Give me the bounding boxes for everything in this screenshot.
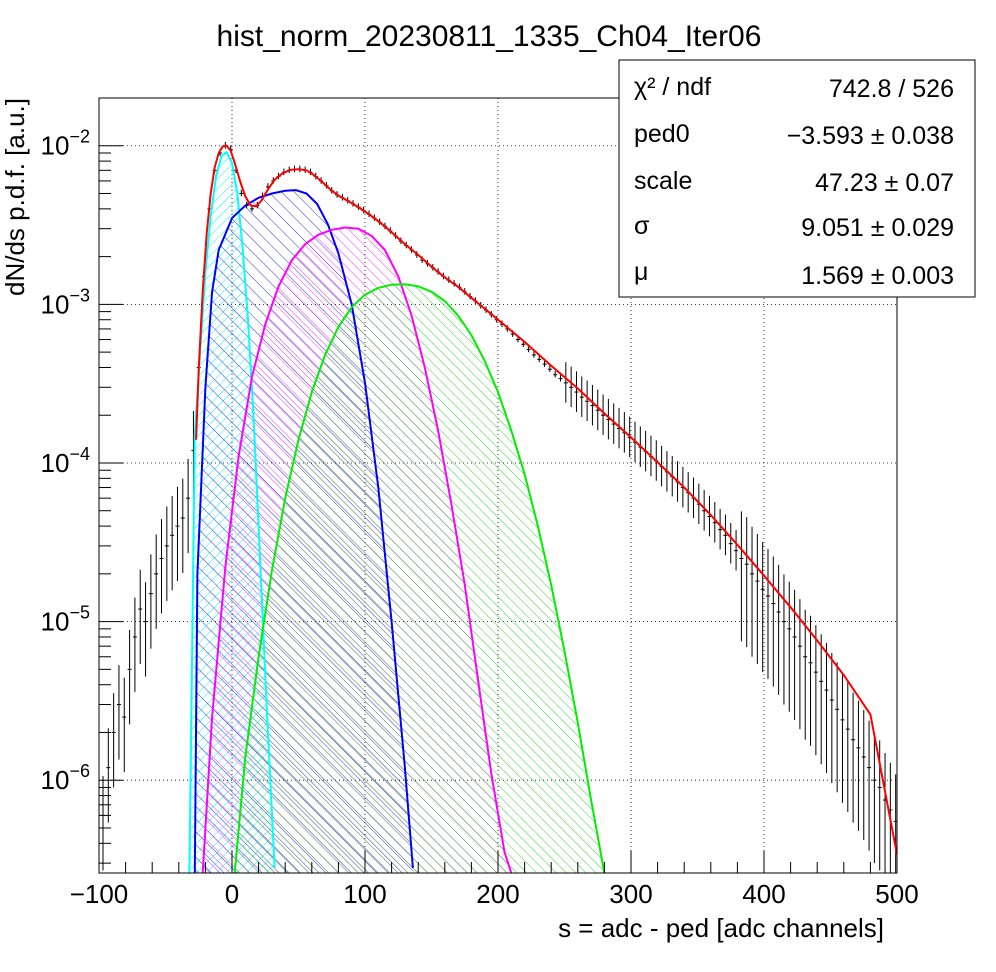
x-axis: −100 0 100 200 300 400 500 xyxy=(70,851,919,909)
y-tick-label: 10−5 xyxy=(41,603,90,637)
x-tick-label: 300 xyxy=(609,879,652,909)
x-tick-label: 0 xyxy=(225,879,239,909)
stat-label-sigma: σ xyxy=(634,212,650,240)
fit-curves xyxy=(188,144,897,873)
total-fit-curve xyxy=(195,144,897,855)
y-axis: 10−6 10−5 10−4 10−3 10−2 xyxy=(41,97,123,864)
x-tick-label: 100 xyxy=(343,879,386,909)
component-2-curve xyxy=(193,189,414,873)
x-tick-label: 500 xyxy=(875,879,918,909)
stat-label-chi2: χ² / ndf xyxy=(634,73,711,101)
component-3-curve xyxy=(201,226,513,873)
chart-title: hist_norm_20230811_1335_Ch04_Iter06 xyxy=(217,20,762,53)
component-fills xyxy=(189,152,605,873)
x-tick-label: 400 xyxy=(742,879,785,909)
stat-value-scale: 47.23 ± 0.07 xyxy=(815,169,954,197)
component-1-curve xyxy=(188,150,276,873)
stats-box: χ² / ndf 742.8 / 526 ped0 −3.593 ± 0.038… xyxy=(618,59,976,298)
component-4-curve xyxy=(233,283,606,873)
stat-value-sigma: 9.051 ± 0.029 xyxy=(801,214,954,242)
stat-label-ped0: ped0 xyxy=(634,120,690,148)
component-4-fill xyxy=(234,284,605,873)
stat-value-mu: 1.569 ± 0.003 xyxy=(801,262,954,290)
stat-value-ped0: −3.593 ± 0.038 xyxy=(787,122,954,150)
y-tick-label: 10−4 xyxy=(41,444,90,478)
x-axis-label: s = adc - ped [adc channels] xyxy=(558,913,884,943)
y-axis-label: dN/ds p.d.f. [a.u.] xyxy=(0,98,30,296)
stat-label-scale: scale xyxy=(634,167,692,195)
stat-value-chi2: 742.8 / 526 xyxy=(829,75,954,103)
y-tick-label: 10−3 xyxy=(41,285,90,319)
x-tick-label: 200 xyxy=(476,879,519,909)
stat-label-mu: μ xyxy=(634,258,648,286)
data-histogram xyxy=(100,141,897,873)
y-tick-label: 10−6 xyxy=(41,761,90,795)
x-tick-label: −100 xyxy=(70,879,129,909)
y-tick-label: 10−2 xyxy=(41,127,90,161)
